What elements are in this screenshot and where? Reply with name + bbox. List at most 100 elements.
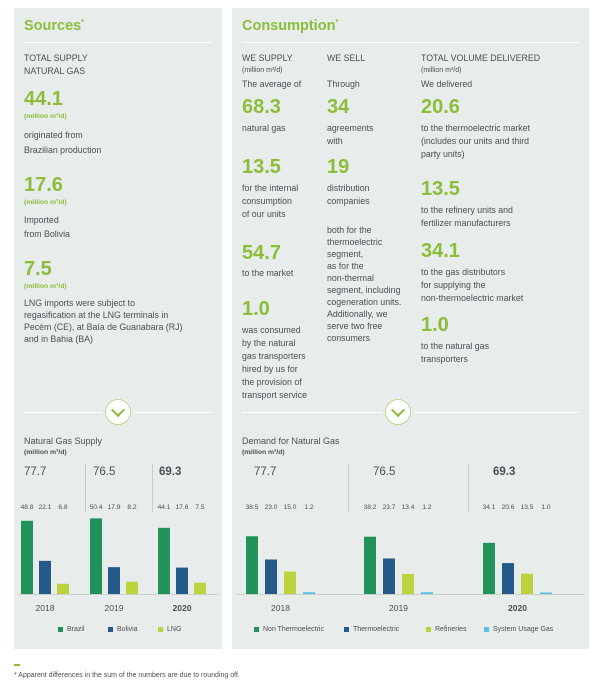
lng-supply-text: regasification at the LNG terminals in — [24, 310, 169, 320]
divider — [24, 42, 212, 43]
legend-item-lng: LNG — [158, 626, 181, 633]
sources-panel: Sources* TOTAL SUPPLY NATURAL GAS 44.1 (… — [14, 8, 222, 649]
divider — [468, 464, 469, 512]
divider — [152, 464, 153, 512]
supply-total-2018: 77.7 — [24, 466, 47, 478]
market-value: 54.7 — [242, 242, 281, 264]
divider — [85, 464, 86, 512]
supply-total-2019: 76.5 — [93, 466, 116, 478]
segment-text: segment, — [327, 249, 364, 259]
through-label: Through — [327, 79, 360, 89]
supply-bar-lng-2018 — [57, 583, 69, 594]
segment-text: both for the — [327, 225, 372, 235]
distributors-text: to the gas distributors — [421, 267, 506, 277]
supply-value-label: 7.5 — [195, 504, 204, 511]
supply-value-label: 17.6 — [176, 504, 189, 511]
legend-swatch — [108, 627, 113, 632]
supply-bar-bolivia-2018 — [39, 560, 51, 594]
thermoelectric-text: (includes our units and third — [421, 136, 530, 146]
demand-value-label: 23.0 — [265, 504, 278, 511]
demand-value-label: 1.2 — [422, 504, 431, 511]
segment-text: serve two free — [327, 321, 383, 331]
supply-bar-lng-2019 — [126, 581, 138, 594]
demand-bar-non-thermoelectric-2018 — [246, 536, 258, 594]
divider — [134, 412, 212, 413]
bolivia-supply-text: Imported — [24, 215, 59, 225]
average-label: The average of — [242, 79, 302, 89]
demand-chart: 38.5 23.0 15.0 1.2 2018 38.2 23.7 13.4 1.2 2019 34… — [236, 504, 585, 613]
internal-text: consumption — [242, 196, 292, 206]
demand-bar-non-thermoelectric-2019 — [364, 536, 376, 594]
total-volume-label: TOTAL VOLUME DELIVERED — [421, 53, 541, 63]
refinery-text: to the refinery units and — [421, 205, 513, 215]
supply-category-label: 2018 — [36, 603, 55, 613]
demand-chart-unit: (million m³/d) — [242, 449, 285, 456]
demand-total-2019: 76.5 — [373, 466, 396, 478]
demand-bar-non-thermoelectric-2020 — [483, 542, 495, 594]
thermoelectric-value: 20.6 — [421, 96, 460, 118]
supply-value-label: 44.1 — [158, 504, 171, 511]
refinery-text: fertilizer manufacturers — [421, 218, 511, 228]
natural-gas-transporters-value: 1.0 — [421, 314, 449, 336]
thermoelectric-text: to the thermoelectric market — [421, 123, 531, 133]
demand-value-label: 38.5 — [246, 504, 259, 511]
demand-value-label: 1.0 — [541, 504, 550, 511]
supply-value-label: 8.2 — [127, 504, 136, 511]
demand-bar-system-usage-gas-2020 — [540, 592, 552, 594]
distributors-value: 34.1 — [421, 240, 460, 262]
supply-bar-bolivia-2020 — [176, 567, 188, 594]
brazil-supply-text: originated from — [24, 130, 83, 140]
demand-bar-refineries-2020 — [521, 573, 533, 594]
demand-value-label: 20.6 — [502, 504, 515, 511]
segment-text: segment, including — [327, 285, 401, 295]
demand-chart-title: Demand for Natural Gas — [242, 436, 340, 446]
footnote: * Apparent differences in the sum of the… — [14, 672, 240, 679]
divider — [24, 412, 102, 413]
chevron-down-icon[interactable] — [385, 399, 411, 425]
demand-bar-system-usage-gas-2018 — [303, 592, 315, 594]
natural-gas-label: NATURAL GAS — [24, 66, 86, 76]
legend-item-bolivia: Bolivia — [108, 626, 138, 633]
thermoelectric-text: party units) — [421, 149, 465, 159]
unit-label: (million m³/d) — [24, 199, 67, 206]
refinery-value: 13.5 — [421, 178, 460, 200]
demand-value-label: 13.5 — [521, 504, 534, 511]
delivered-label: We delivered — [421, 79, 473, 89]
divider — [242, 42, 579, 43]
distribution-text: companies — [327, 196, 370, 206]
transporters-text: gas transporters — [242, 351, 306, 361]
legend-swatch — [158, 627, 163, 632]
segment-text: consumers — [327, 333, 371, 343]
unit-label: (million m³/d) — [24, 113, 67, 120]
supply-bar-lng-2020 — [194, 582, 206, 594]
agreements-value: 34 — [327, 96, 350, 118]
demand-bar-thermoelectric-2020 — [502, 563, 514, 594]
segment-text: non-thermal — [327, 273, 374, 283]
legend-swatch — [426, 627, 431, 632]
internal-text: of our units — [242, 209, 286, 219]
unit-label: (million m³/d) — [24, 283, 67, 290]
consumption-title: Consumption* — [242, 18, 339, 34]
demand-value-label: 13.4 — [402, 504, 415, 511]
supply-value-label: 50.4 — [90, 504, 103, 511]
demand-category-label: 2019 — [389, 603, 408, 613]
demand-value-label: 23.7 — [383, 504, 396, 511]
unit-label: (million m³/d) — [242, 67, 283, 74]
legend-swatch — [344, 627, 349, 632]
legend-item-non-thermoelectric: Non Thermoelectric — [254, 626, 324, 633]
natural-gas-transporters-text: transporters — [421, 354, 468, 364]
market-text: to the market — [242, 268, 294, 278]
transporters-text: hired by us for — [242, 364, 298, 374]
supply-value-label: 6.8 — [58, 504, 67, 511]
internal-text: for the internal — [242, 183, 299, 193]
transporters-text: by the natural — [242, 338, 296, 348]
bolivia-supply-value: 17.6 — [24, 174, 63, 196]
lng-supply-text: and in Bahia (BA) — [24, 334, 93, 344]
demand-total-2018: 77.7 — [254, 466, 277, 478]
legend-swatch — [58, 627, 63, 632]
brazil-supply-value: 44.1 — [24, 88, 63, 110]
supply-value-label: 17.9 — [108, 504, 121, 511]
segment-text: thermoelectric — [327, 237, 383, 247]
chevron-down-icon[interactable] — [105, 399, 131, 425]
supply-chart-title: Natural Gas Supply — [24, 436, 103, 446]
